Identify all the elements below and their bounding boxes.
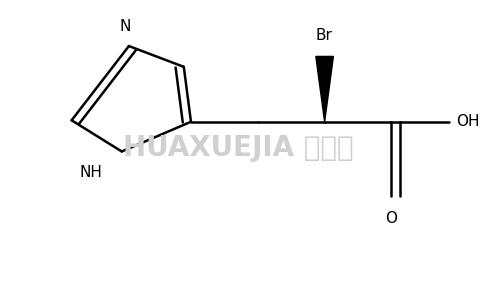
Text: Br: Br — [315, 28, 332, 43]
Text: O: O — [385, 211, 397, 226]
Text: N: N — [120, 19, 131, 34]
Text: OH: OH — [456, 114, 479, 129]
Text: NH: NH — [80, 165, 103, 180]
Text: HUAXUEJIA 化学加: HUAXUEJIA 化学加 — [123, 135, 354, 162]
Polygon shape — [316, 56, 333, 122]
